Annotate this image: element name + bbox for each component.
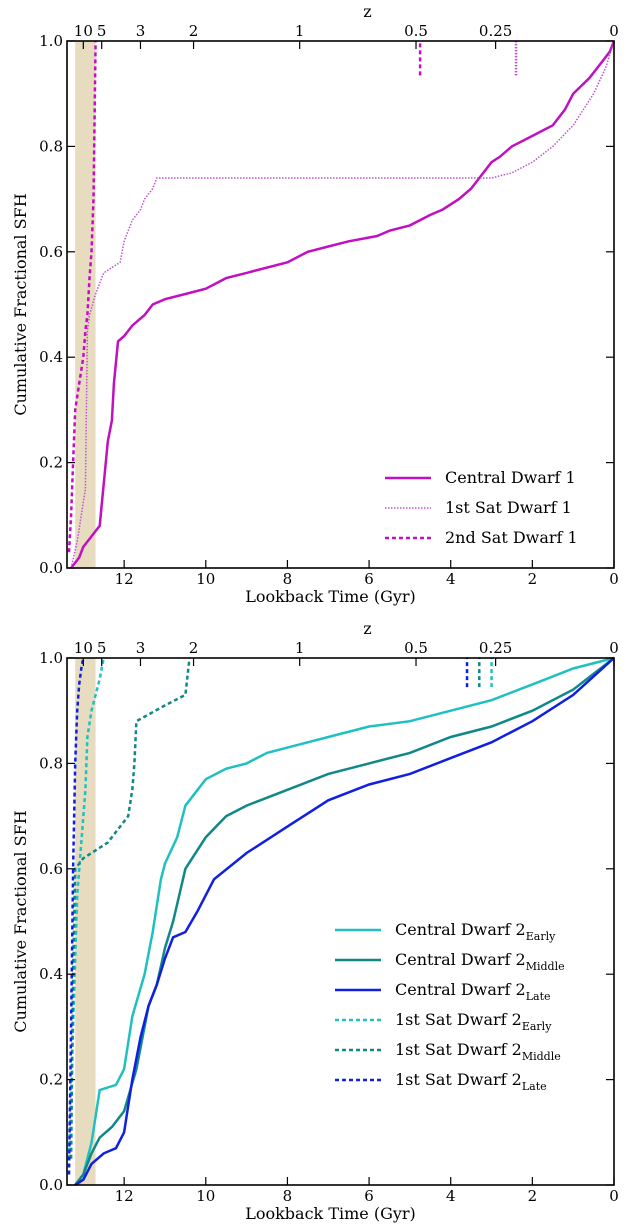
series-line-2 [70, 40, 615, 569]
y-axis-title: Cumulative Fractional SFH [11, 810, 30, 1032]
x-tick-label: 0 [609, 570, 619, 588]
x-tick-label: 2 [528, 1187, 538, 1205]
legend-label-4: 1st Sat Dwarf 2Early [395, 1010, 552, 1033]
shaded-band [75, 41, 96, 568]
z-tick-label: 1 [295, 639, 305, 657]
z-tick-label: 2 [189, 22, 199, 40]
x-tick-label: 4 [446, 570, 456, 588]
series-line-1 [74, 656, 615, 1186]
legend-label-5: 1st Sat Dwarf 2Middle [395, 1040, 561, 1063]
legend-label-1: Central Dwarf 1 [445, 468, 576, 487]
series-line-2 [74, 657, 615, 1186]
x-tick-label: 12 [115, 570, 134, 588]
shaded-band [75, 658, 96, 1185]
legend-label-1: Central Dwarf 2Early [395, 920, 556, 943]
z-tick-label: 1 [295, 22, 305, 40]
y-tick-label: 0.4 [39, 965, 63, 983]
legend: Central Dwarf 1 1st Sat Dwarf 1 2nd Sat Dw… [385, 468, 578, 547]
x-axis-title: Lookback Time (Gyr) [245, 1204, 416, 1223]
y-tick-label: 0.0 [39, 559, 63, 577]
plot-frame [66, 40, 615, 569]
x-tick-label: 6 [364, 1187, 374, 1205]
legend-label-2: Central Dwarf 2Middle [395, 950, 565, 973]
series-line-3 [67, 40, 97, 553]
z-tick-label: 0.5 [404, 22, 428, 40]
y-tick-label: 1.0 [39, 32, 63, 50]
legend-label-2: 1st Sat Dwarf 1 [445, 498, 572, 517]
chart-panel-2: 12 10 8 6 4 2 00.00.20.40.60.81.010 5 3 2 1 0.5 0.25… [11, 619, 619, 1223]
x-tick-label: 8 [283, 570, 293, 588]
series-line-5 [69, 657, 191, 1159]
z-tick-label: 5 [97, 639, 107, 657]
x-tick-label: 12 [115, 1187, 134, 1205]
legend-label-6: 1st Sat Dwarf 2Late [395, 1070, 547, 1093]
x-axis-title: Lookback Time (Gyr) [245, 587, 416, 606]
x-tick-label: 8 [283, 1187, 293, 1205]
top-axis-title: z [363, 619, 371, 638]
x-tick-label: 0 [609, 1187, 619, 1205]
z-tick-label: 0.25 [479, 22, 512, 40]
z-tick-label: 10 [74, 639, 93, 657]
y-tick-label: 0.8 [39, 137, 63, 155]
plot-frame [66, 657, 615, 1186]
z-tick-label: 3 [136, 22, 146, 40]
y-tick-label: 0.6 [39, 860, 63, 878]
z-tick-label: 0.5 [404, 639, 428, 657]
x-tick-label: 10 [196, 570, 215, 588]
z-tick-label: 0 [609, 22, 619, 40]
y-tick-label: 0.6 [39, 243, 63, 261]
series-line-4 [67, 657, 105, 1159]
legend: Central Dwarf 2Early Central Dwarf 2Middl… [335, 920, 565, 1093]
chart-panel-1: 12 10 8 6 4 2 00.00.20.40.60.81.010 5 3 2 1 0.5 0.25… [11, 2, 619, 606]
legend-label-3: 2nd Sat Dwarf 1 [445, 528, 578, 547]
x-tick-label: 2 [528, 570, 538, 588]
y-tick-label: 0.0 [39, 1176, 63, 1194]
z-tick-label: 0.25 [479, 639, 512, 657]
y-tick-label: 0.2 [39, 1071, 63, 1089]
x-tick-label: 10 [196, 1187, 215, 1205]
x-tick-label: 6 [364, 570, 374, 588]
series-line-1 [70, 40, 616, 569]
y-tick-label: 0.2 [39, 454, 63, 472]
series-line-3 [74, 657, 615, 1187]
z-tick-label: 10 [74, 22, 93, 40]
y-tick-label: 1.0 [39, 649, 63, 667]
legend-label-3: Central Dwarf 2Late [395, 980, 551, 1003]
y-tick-label: 0.4 [39, 348, 63, 366]
z-tick-label: 0 [609, 639, 619, 657]
z-tick-label: 2 [189, 639, 199, 657]
y-axis-title: Cumulative Fractional SFH [11, 193, 30, 415]
y-tick-label: 0.8 [39, 754, 63, 772]
z-tick-label: 5 [97, 22, 107, 40]
x-tick-label: 4 [446, 1187, 456, 1205]
series-line-6 [67, 657, 85, 1175]
top-axis-title: z [363, 2, 371, 21]
z-tick-label: 3 [136, 639, 146, 657]
